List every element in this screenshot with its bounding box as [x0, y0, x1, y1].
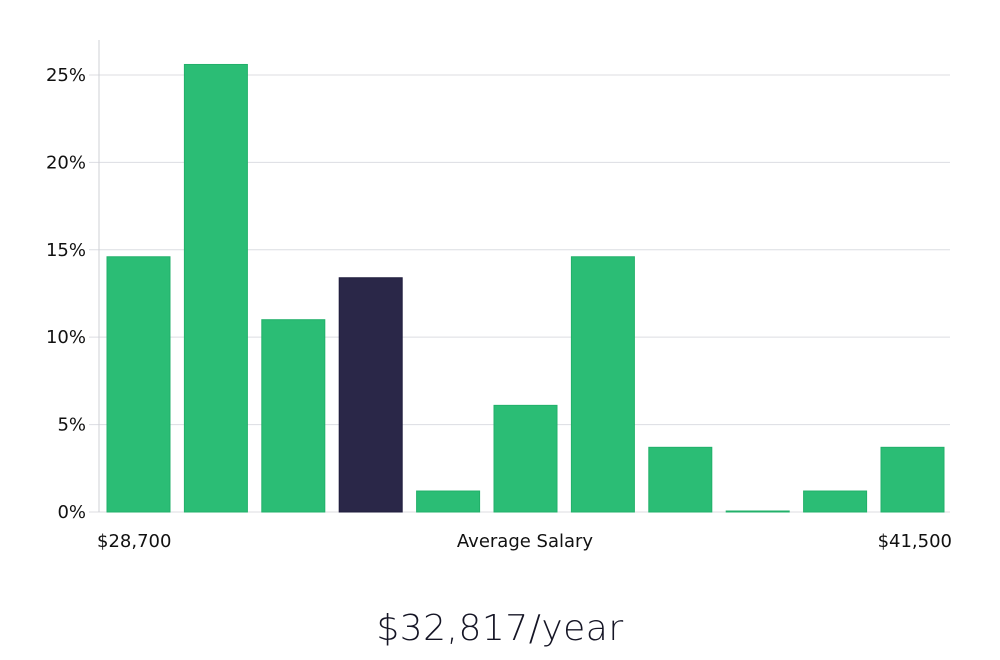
- x-axis-max-label: $41,500: [878, 531, 952, 552]
- y-tick-label: 20%: [46, 152, 86, 173]
- bar: [570, 256, 635, 513]
- bar: [493, 404, 558, 513]
- bar: [880, 446, 945, 513]
- x-axis-min-label: $28,700: [97, 531, 171, 552]
- y-tick-label: 10%: [46, 327, 86, 348]
- bars: [106, 63, 945, 513]
- y-tick-label: 5%: [57, 415, 86, 436]
- bar-highlighted: [338, 277, 403, 513]
- bar: [106, 256, 171, 513]
- y-axis-ticks: 0% 5% 10% 15% 20% 25%: [46, 65, 86, 523]
- bar: [648, 446, 713, 513]
- chart-canvas: 0%5%10%15%20%25% $28,700 Average Salary …: [46, 40, 952, 552]
- x-axis-title: Average Salary: [457, 531, 594, 552]
- bar: [725, 510, 790, 513]
- bar: [261, 319, 326, 513]
- y-tick-label: 0%: [57, 502, 86, 523]
- y-tick-label: 15%: [46, 240, 86, 261]
- bar: [416, 490, 481, 513]
- bar: [183, 63, 248, 513]
- average-salary-value: $32,817/year: [376, 608, 624, 649]
- bar: [803, 490, 868, 513]
- y-tick-label: 25%: [46, 65, 86, 86]
